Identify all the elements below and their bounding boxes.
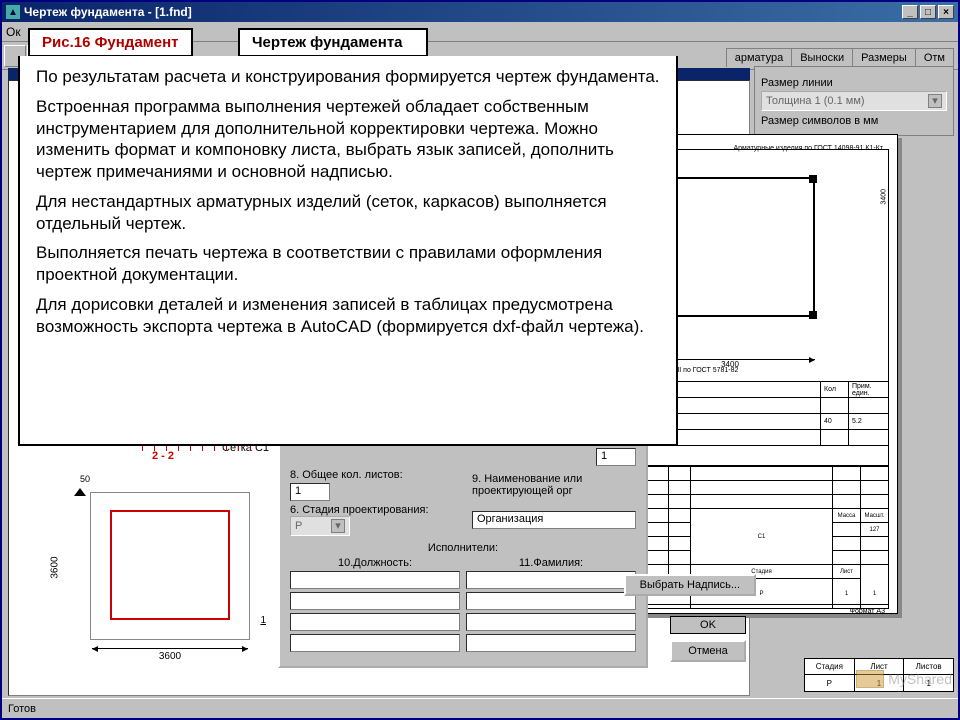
stamp-scale: Масшт.: [861, 509, 889, 523]
col-note: Прим. един.: [849, 382, 889, 397]
expl-p5: Для дорисовки деталей и изменения записе…: [36, 294, 660, 338]
minimize-button[interactable]: _: [902, 5, 918, 19]
symbol-size-label: Размер символов в мм: [761, 115, 947, 127]
line-thickness-value: Толщина 1 (0.1 мм): [766, 95, 865, 107]
close-button[interactable]: ×: [938, 5, 954, 19]
watermark-text: MyShared: [888, 671, 952, 687]
dim-bottom: 3600: [92, 648, 248, 662]
dim-bottom-value: 3600: [159, 651, 181, 662]
line-thickness-select[interactable]: Толщина 1 (0.1 мм) ▾: [761, 91, 947, 111]
c10-header: 10.Должность:: [290, 557, 460, 569]
stamp-dialog: 7. Порядковый номер 1 8. Общее кол. лист…: [278, 422, 648, 668]
tab-marks[interactable]: Отм: [915, 48, 954, 67]
c10-input[interactable]: [290, 592, 460, 610]
executors-label: Исполнители:: [290, 542, 636, 554]
stamp-c1: С1: [691, 509, 833, 565]
c10-input[interactable]: [290, 634, 460, 652]
c10-input[interactable]: [290, 613, 460, 631]
c11-header: 11.Фамилия:: [466, 557, 636, 569]
app-icon: ▲: [6, 5, 20, 19]
corner-icon: [809, 175, 817, 183]
gost-top: Арматурные изделия по ГОСТ 14098-91 К1-К…: [733, 145, 883, 152]
f6-value: Р: [295, 520, 302, 532]
select-stamp-button[interactable]: Выбрать Надпись...: [624, 574, 756, 596]
section-label: 2 - 2: [152, 450, 174, 462]
right-tabs: арматура Выноски Размеры Отм: [727, 48, 954, 67]
format-label: Формат А3: [850, 608, 885, 615]
row-note: 5.2: [849, 414, 889, 429]
f7-input[interactable]: 1: [596, 448, 636, 466]
chevron-down-icon: ▾: [331, 519, 345, 533]
titlebar: ▲ Чертеж фундамента - [1.fnd] _ □ ×: [2, 2, 958, 22]
elevation-marker-icon: [74, 488, 86, 496]
tab-dims[interactable]: Размеры: [852, 48, 916, 67]
dim-left-value: 3600: [50, 556, 61, 578]
figure-title: Чертеж фундамента: [238, 28, 428, 57]
dim-50: 50: [80, 474, 90, 484]
column-outline: [110, 510, 230, 620]
window-title: Чертеж фундамента - [1.fnd]: [24, 5, 192, 19]
tab-armature[interactable]: арматура: [726, 48, 792, 67]
cut-label: 1: [260, 615, 266, 626]
c11-input[interactable]: [466, 634, 636, 652]
mini-stage: Стадия: [805, 659, 855, 674]
c10-input[interactable]: [290, 571, 460, 589]
stamp-1a: 1: [833, 579, 861, 609]
watermark: MyShared: [856, 670, 952, 688]
stamp-127: 127: [861, 523, 889, 537]
expl-p1: По результатам расчета и конструирования…: [36, 66, 660, 88]
expl-p2: Встроенная программа выполнения чертежей…: [36, 96, 660, 183]
c11-input[interactable]: [466, 592, 636, 610]
expl-p3: Для нестандартных арматурных изделий (се…: [36, 191, 660, 235]
c11-input[interactable]: [466, 613, 636, 631]
row-qty: 40: [821, 414, 849, 429]
chevron-down-icon: ▾: [928, 94, 942, 108]
f6-label: 6. Стадия проектирования:: [290, 504, 429, 516]
f6-select[interactable]: Р ▾: [290, 516, 350, 536]
ok-button[interactable]: OK: [670, 616, 746, 634]
section-sketch: Сетка С1 2 - 2 50 1 3600 3600: [32, 442, 292, 662]
status-text: Готов: [8, 703, 36, 715]
menu-item[interactable]: Ок: [6, 25, 21, 39]
corner-icon: [809, 311, 817, 319]
f9-input[interactable]: Организация: [472, 511, 636, 529]
f9-label: 9. Наименование или проектирующей орг: [472, 473, 582, 497]
properties-panel: Размер линии Толщина 1 (0.1 мм) ▾ Размер…: [754, 66, 954, 136]
stamp-sheet: Лист: [833, 565, 861, 579]
f8-input[interactable]: 1: [290, 483, 330, 501]
tab-leaders[interactable]: Выноски: [791, 48, 853, 67]
line-size-label: Размер линии: [761, 77, 947, 89]
col-qty: Кол: [821, 382, 849, 397]
mini-p: Р: [805, 675, 855, 691]
status-bar: Готов: [2, 698, 958, 718]
expl-p4: Выполняется печать чертежа в соответстви…: [36, 242, 660, 286]
stamp-1b: 1: [861, 579, 889, 609]
explanatory-text: По результатам расчета и конструирования…: [18, 56, 678, 446]
watermark-icon: [856, 670, 884, 688]
c11-input[interactable]: [466, 571, 636, 589]
stamp-mass: Масса: [833, 509, 861, 523]
f8-label: 8. Общее кол. листов:: [290, 469, 403, 481]
dim-left: 3600: [50, 502, 64, 642]
cancel-button[interactable]: Отмена: [670, 640, 746, 662]
maximize-button[interactable]: □: [920, 5, 936, 19]
figure-caption: Рис.16 Фундамент: [28, 28, 193, 57]
dim-side: 3400: [881, 189, 888, 205]
